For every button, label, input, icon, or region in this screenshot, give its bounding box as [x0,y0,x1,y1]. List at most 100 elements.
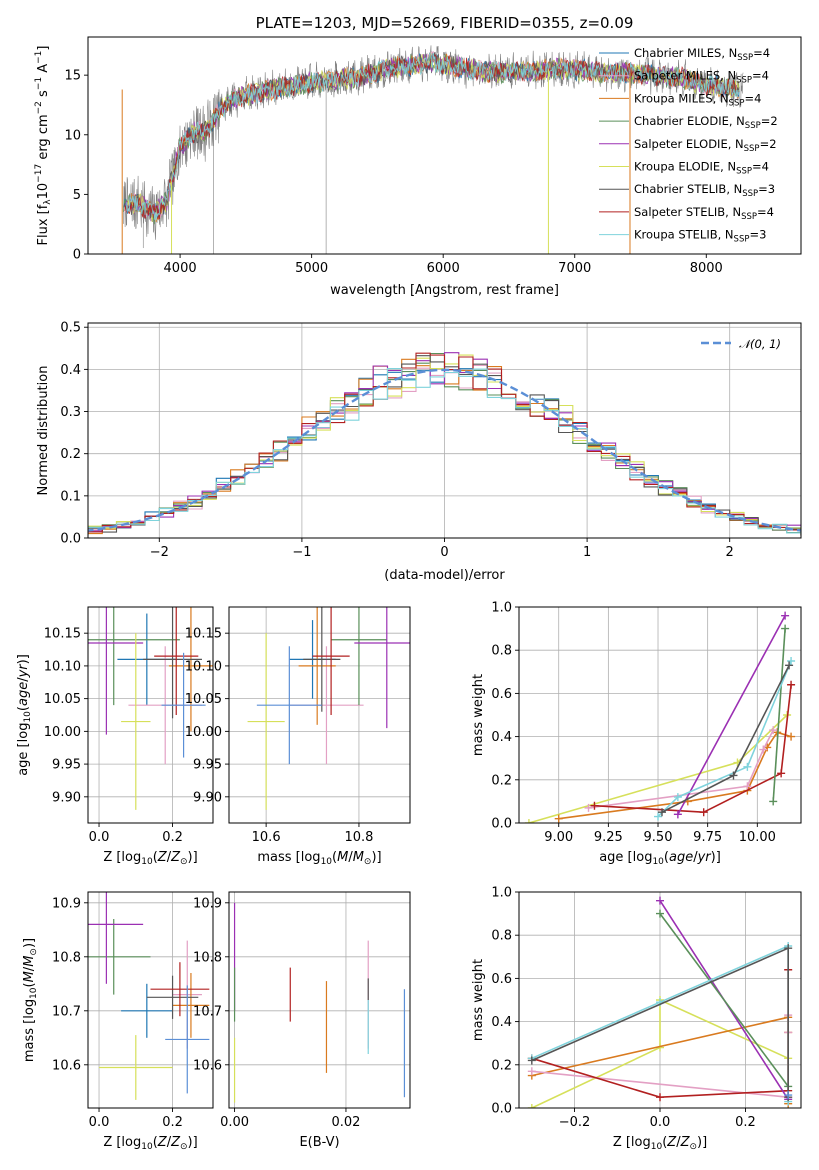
y-tick-label: 10 [64,128,81,143]
x-axis-label: (data-model)/error [384,568,505,583]
x-tick-label: 10.8 [344,830,373,845]
label-part: Flux [f [36,204,51,245]
label-part: age [16,682,31,706]
x-tick-label: 6000 [427,261,460,276]
y-axis-label: Flux [fλ10−17 erg cm−2 s−1 A−1] [34,46,53,246]
weight-marker [584,803,593,812]
error-bar-point [298,607,336,725]
label-part: )] [16,654,31,664]
legend-entry: Kroupa STELIB, NSSP=3 [634,228,766,245]
weight-marker [729,771,738,780]
y-tick-label: 10.6 [193,1058,222,1073]
x-axis-label: E(B-V) [299,1135,339,1150]
y-tick-label: 10.00 [44,725,81,740]
y-axis-label: Normed distribution [36,366,51,496]
legend-entry: Salpeter ELODIE, NSSP=2 [634,137,777,154]
y-axis-label: mass weight [471,959,486,1041]
weight-marker [656,909,664,918]
legend-suffix: =3 [749,228,766,242]
y-tick-label: 0.4 [491,1015,512,1030]
label-part: ( [153,1135,158,1150]
error-bar-point [146,975,199,1019]
label-part: )] [697,1135,707,1150]
panel-mass-vs-ebv: 0.00 0.02 10.6 10.7 10.8 10.9 E(B-V) [193,891,411,1150]
y-tick-label: 0.8 [491,644,512,659]
label-part: ( [16,706,31,711]
y-tick-label: 0.4 [491,730,512,745]
weight-marker [699,808,708,817]
weight-marker [781,611,790,620]
legend-label: Chabrier ELODIE, N [634,114,745,128]
error-bar-point [354,607,410,729]
weight-line [677,615,786,815]
label-part: λ [43,199,53,205]
weight-marker [781,624,790,633]
label-part: −1 [34,77,44,90]
label-part: / [167,1135,172,1150]
y-tick-label: 5 [73,188,81,203]
legend-label: Salpeter STELIB, N [634,205,741,219]
weight-marker [524,819,533,823]
label-part: age [log [599,850,652,865]
label-part: ( [332,850,337,865]
legend-suffix: =3 [758,182,775,196]
legend-entry: Chabrier MILES, NSSP=4 [634,46,770,63]
axes-overlay: 10.6 10.8 9.90 9.95 10.00 10.05 10.10 10.15 mass… [185,606,411,867]
y-tick-label: 0.4 [60,363,81,378]
legend-sub: SSP [729,98,745,108]
label-part: Z [log [103,850,141,865]
axes-overlay: 0.00 0.02 10.6 10.7 10.8 10.9 E(B-V) [193,891,411,1150]
legend-sub: SSP [734,235,750,245]
weight-series [656,909,793,1091]
axes-frame [228,606,411,824]
x-tick-label: 0 [440,545,448,560]
legend-sub: SSP [736,76,752,86]
legend-sub: SSP [736,167,752,177]
error-bar-point [256,646,322,765]
y-tick-label: 1.0 [491,601,512,616]
y-tick-label: 0 [73,248,81,263]
weight-marker [656,896,664,905]
y-tick-label: 10.8 [193,950,222,965]
x-tick-label: 9.00 [544,830,573,845]
panel-residuals: −2 −1 0 1 2 0.0 0.1 0.2 0.3 0.4 0.5 (data-model)/er… [36,321,802,583]
weight-series [673,611,790,819]
y-tick-label: 0.0 [491,817,512,832]
x-tick-label: 0.2 [162,830,183,845]
y-tick-label: 0.2 [60,447,81,462]
error-bar-point [331,607,387,706]
x-tick-label: 2 [726,545,734,560]
error-bar-point [247,633,285,810]
weight-marker [787,657,796,665]
label-part: ( [22,982,37,987]
weight-marker [785,661,794,670]
y-tick-label: 10.10 [44,659,81,674]
label-part: Z [666,1135,677,1150]
x-axis-label: age [log10(age/yr)] [599,850,721,867]
panel-age-vs-Z: 0.0 0.2 9.90 9.95 10.00 10.05 10.10 10.15 Z [log… [16,606,214,867]
y-tick-label: 0.2 [491,1058,512,1073]
panel-weight-vs-age: 9.00 9.25 9.50 9.75 10.00 0.0 0.2 0.4 0.6 0.8 1.0 a… [471,601,802,867]
legend-label: Salpeter MILES, N [634,69,736,83]
x-tick-label: 9.75 [693,830,722,845]
label-part: )] [371,850,381,865]
error-bar-point [172,973,210,1038]
label-part: 10 [651,1142,663,1152]
label-part: erg cm [36,114,51,163]
legend-label: Chabrier MILES, N [634,46,737,60]
x-axis-label: wavelength [Angstrom, rest frame] [330,283,559,298]
y-tick-label: 10.7 [193,1004,222,1019]
error-bar-point [88,919,151,995]
weight-marker [787,732,796,741]
legend-sub: SSP [742,189,758,199]
weight-marker [743,782,752,791]
x-axis-label: Z [log10(Z/Z⊙)] [103,850,197,867]
label-part: / [348,850,353,865]
x-tick-label: −1 [292,545,311,560]
x-axis-label: Z [log10(Z/Z⊙)] [613,1135,707,1152]
plot-area [233,902,406,1103]
x-tick-label: 4000 [164,261,197,276]
legend-suffix: =4 [753,46,770,60]
x-tick-label: 8000 [690,261,723,276]
label-part: ( [662,1135,667,1150]
